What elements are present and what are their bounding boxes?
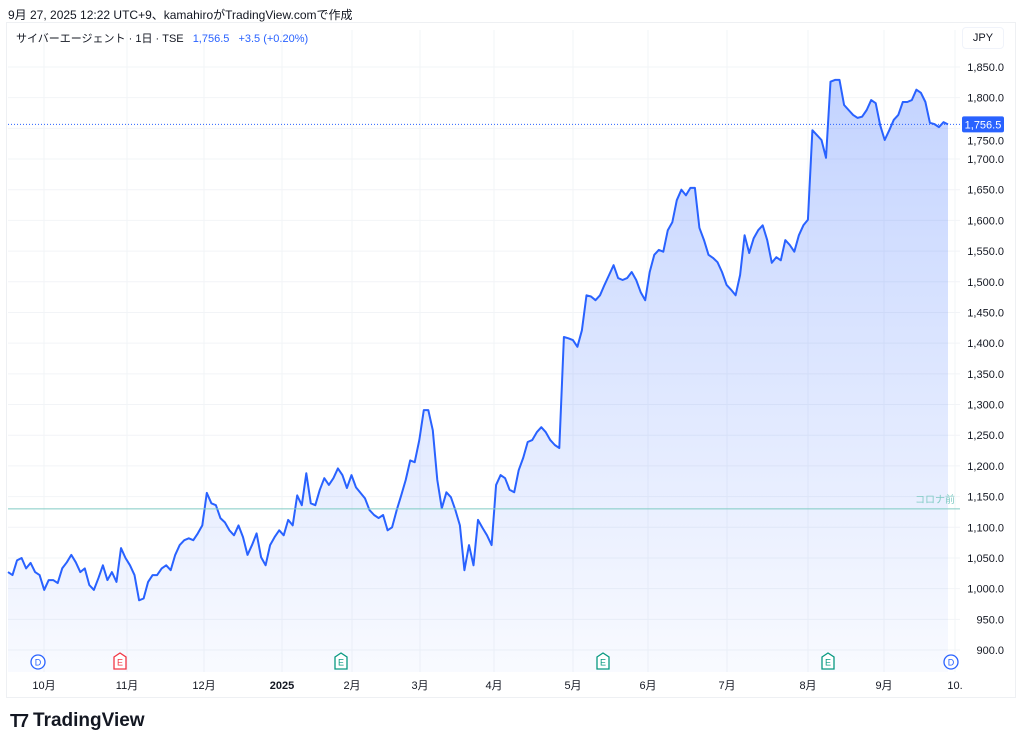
- currency-button[interactable]: JPY: [962, 27, 1004, 49]
- y-tick-label: 1,750.0: [967, 135, 1004, 147]
- chart-frame: [6, 22, 1016, 698]
- x-tick-label: 5月: [564, 680, 581, 692]
- earnings-event-icon[interactable]: E: [821, 652, 835, 670]
- y-tick-label: 1,300.0: [967, 400, 1004, 412]
- y-tick-label: 1,050.0: [967, 553, 1004, 565]
- x-tick-label: 10.: [947, 680, 962, 692]
- y-tick-label: 1,400.0: [967, 338, 1004, 350]
- symbol-name: サイバーエージェント · 1日 · TSE: [16, 33, 184, 45]
- tradingview-logo-icon: T7: [10, 710, 29, 731]
- earnings-marker: [334, 652, 348, 670]
- y-tick-label: 1,250.0: [967, 430, 1004, 442]
- price-line: [7, 78, 949, 602]
- symbol-legend: サイバーエージェント · 1日 · TSE 1,756.5 +3.5 (+0.2…: [16, 30, 308, 46]
- event-type-label: D: [948, 658, 955, 668]
- earnings-event-icon[interactable]: E: [113, 652, 127, 670]
- y-tick-label: 1,800.0: [967, 93, 1004, 105]
- event-type-label: E: [117, 658, 123, 668]
- last-price-label: 1,756.5: [965, 119, 1002, 131]
- x-tick-label: 3月: [411, 680, 428, 692]
- dividend-marker: [30, 654, 46, 670]
- y-tick-label: 950.0: [976, 614, 1004, 626]
- dividend-marker: [943, 654, 959, 670]
- earnings-event-icon[interactable]: E: [596, 652, 610, 670]
- earnings-event-icon[interactable]: E: [334, 652, 348, 670]
- price-change: +3.5 (+0.20%): [238, 33, 309, 45]
- event-type-label: E: [600, 658, 606, 668]
- event-type-label: E: [825, 658, 831, 668]
- y-tick-label: 1,600.0: [967, 215, 1004, 227]
- earnings-marker: [821, 652, 835, 670]
- price-area-fill: [8, 79, 948, 672]
- last-price-badge: [962, 116, 1004, 133]
- x-tick-label: 6月: [639, 680, 656, 692]
- x-tick-label: 2月: [343, 680, 360, 692]
- x-tick-label: 12月: [192, 680, 215, 692]
- y-tick-label: 1,200.0: [967, 461, 1004, 473]
- x-tick-label: 8月: [799, 680, 816, 692]
- earnings-marker: [113, 652, 127, 670]
- y-tick-label: 1,100.0: [967, 522, 1004, 534]
- y-tick-label: 900.0: [976, 645, 1004, 657]
- x-tick-label: 4月: [485, 680, 502, 692]
- x-tick-label: 2025: [270, 680, 294, 692]
- x-tick-label: 11月: [116, 680, 138, 692]
- y-tick-label: 1,650.0: [967, 185, 1004, 197]
- last-price: 1,756.5: [192, 33, 230, 45]
- tradingview-logo[interactable]: T7 TradingView: [10, 710, 145, 732]
- y-tick-label: 1,550.0: [967, 246, 1004, 258]
- event-type-label: D: [35, 658, 42, 668]
- chart-caption: 9月 27, 2025 12:22 UTC+9、kamahiroがTrading…: [8, 8, 353, 22]
- brand-name: TradingView: [33, 710, 145, 731]
- y-tick-label: 1,450.0: [967, 307, 1004, 319]
- y-tick-label: 1,500.0: [967, 277, 1004, 289]
- y-tick-label: 1,700.0: [967, 154, 1004, 166]
- y-tick-label: 1,000.0: [967, 584, 1004, 596]
- event-type-label: E: [338, 658, 344, 668]
- y-tick-label: 1,350.0: [967, 369, 1004, 381]
- dividend-event-icon[interactable]: D: [943, 654, 959, 670]
- y-tick-label: 1,850.0: [967, 62, 1004, 74]
- earnings-marker: [596, 652, 610, 670]
- y-tick-label: 1,150.0: [967, 492, 1004, 504]
- x-tick-label: 7月: [718, 680, 735, 692]
- corona-line-label: コロナ前: [915, 493, 955, 506]
- x-tick-label: 10月: [32, 680, 55, 692]
- dividend-event-icon[interactable]: D: [30, 654, 46, 670]
- x-tick-label: 9月: [875, 680, 892, 692]
